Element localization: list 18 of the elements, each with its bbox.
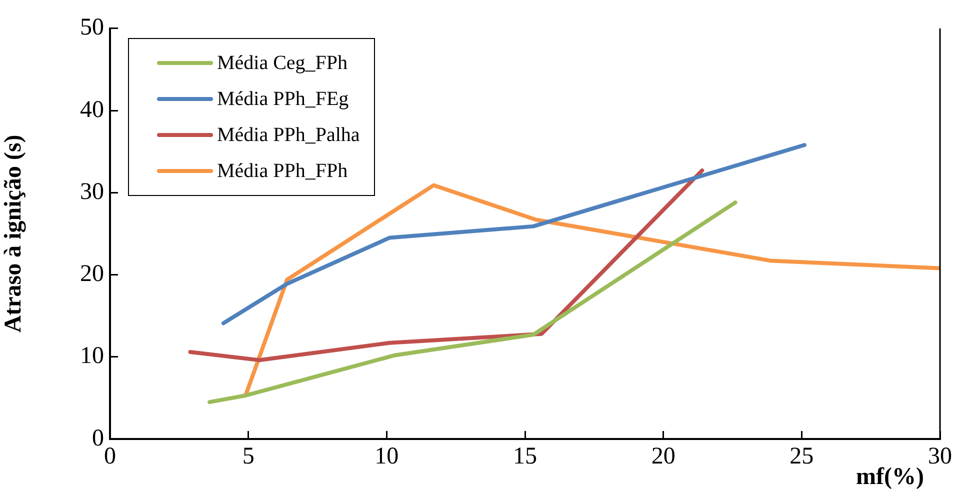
y-tick-label: 0 [92, 425, 104, 452]
x-tick-label: 15 [513, 444, 537, 470]
y-tick-label: 50 [80, 14, 104, 41]
x-tick-label: 10 [374, 444, 399, 470]
x-tick-label: 5 [242, 444, 254, 470]
y-axis-title: Atraso à ignição (s) [0, 134, 27, 333]
legend-label: Média PPh_FEg [217, 88, 349, 110]
x-tick-label: 30 [928, 444, 952, 470]
x-tick-label: 25 [790, 444, 814, 470]
x-axis-title: mf(%) [856, 464, 924, 491]
y-tick-label: 40 [80, 96, 104, 123]
legend-label: Média PPh_Palha [217, 124, 360, 146]
legend-label: Média Ceg_FPh [217, 52, 348, 74]
x-tick-label: 20 [651, 444, 676, 470]
y-tick-label: 30 [80, 178, 104, 205]
y-tick-label: 20 [80, 261, 104, 288]
y-tick-label: 10 [80, 343, 104, 370]
legend-label: Média PPh_FPh [217, 160, 348, 182]
